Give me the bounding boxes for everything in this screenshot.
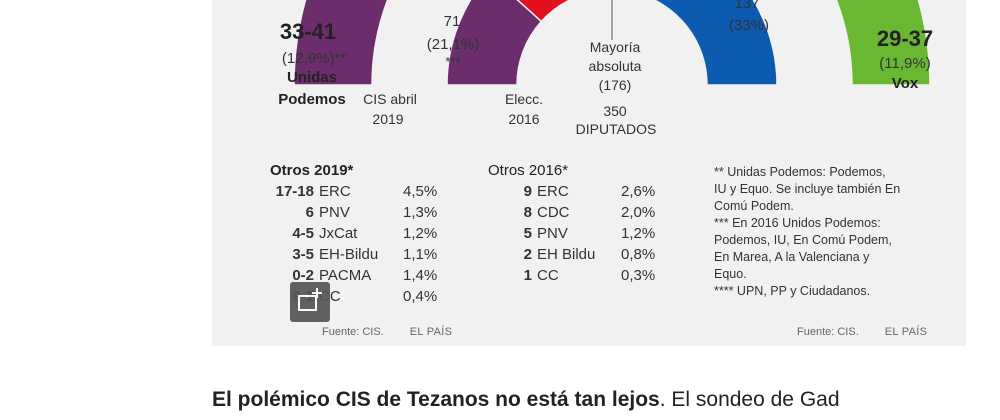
- others-2016-party: CC: [537, 267, 559, 284]
- footnote-line: Podemos, IU, En Comú Podem,: [714, 233, 892, 247]
- label-name: Podemos: [278, 91, 346, 108]
- paragraph-bold: El polémico CIS de Tezanos no está tan l…: [212, 388, 660, 411]
- others-2016-party: CDC: [537, 204, 570, 221]
- others-2019-table: Otros 2019* 17-18 ERC 4,5% 6 PNV 1,3% 4-5 JxCat…: [270, 162, 449, 307]
- others-2019-pct: 1,3%: [403, 204, 438, 221]
- source-label: Fuente: CIS.: [797, 326, 859, 338]
- source-left: Fuente: CIS. EL PAÍS: [322, 326, 452, 338]
- chart-card: 33-41 (12,9%)** Unidas Podemos 71 (21,1%) *** 1…: [212, 0, 966, 346]
- expand-image-button[interactable]: [290, 282, 330, 322]
- label-pct: (11,9%): [879, 55, 930, 72]
- label-pct: (33%): [729, 17, 769, 34]
- others-2016-seats: 1: [523, 267, 532, 284]
- others-2019-row: 3-5 EH-Bildu 1,1%: [270, 244, 449, 265]
- outer-segment-podemos: [293, 0, 389, 86]
- source-brand: EL PAÍS: [884, 326, 928, 338]
- others-2019-row: 17-18 ERC 4,5%: [270, 181, 449, 202]
- inner-segment-pp: [652, 0, 778, 86]
- others-2019-party: JxCat: [319, 225, 358, 242]
- source-right: Fuente: CIS. EL PAÍS: [797, 326, 927, 338]
- inner-segment-psoe: [516, 0, 572, 23]
- others-2019-party: ERC: [319, 183, 351, 200]
- footnote-line: En Marea, A la Valenciana y: [714, 250, 870, 264]
- article-paragraph: El polémico CIS de Tezanos no está tan l…: [212, 388, 840, 412]
- label-name: Vox: [892, 75, 919, 92]
- others-2016-pct: 2,0%: [621, 204, 656, 221]
- others-2019-row: 6 PNV 1,3%: [270, 202, 449, 223]
- footnote-line: **** UPN, PP y Ciudadanos.: [714, 284, 871, 298]
- others-2019-title: Otros 2019*: [270, 162, 354, 179]
- others-2019-pct: 1,4%: [403, 267, 438, 284]
- label-seats: 29-37: [877, 26, 933, 51]
- outer-ring-label: CIS abril: [363, 91, 417, 107]
- others-2016-pct: 0,8%: [621, 246, 656, 263]
- majority-label: absoluta: [589, 58, 642, 74]
- footnote-line: Comú Podem.: [714, 199, 794, 213]
- inner-ring-label: 2016: [508, 111, 539, 127]
- others-2019-party: CC: [319, 286, 403, 307]
- label-seats: 137: [734, 0, 759, 12]
- inner-segment-podemos: [446, 0, 543, 86]
- others-2019-seats: 0-2: [292, 267, 314, 284]
- others-2016-row: 5 PNV 1,2%: [488, 223, 667, 244]
- others-2016-seats: 5: [523, 225, 532, 242]
- others-2019-seats: 6: [305, 204, 314, 221]
- others-2019-seats: 4-5: [292, 225, 314, 242]
- others-2016-title: Otros 2016*: [488, 162, 569, 179]
- majority-label: Mayoría: [590, 39, 641, 55]
- label-pct: (12,9%)**: [282, 50, 346, 67]
- source-label: Fuente: CIS.: [322, 326, 384, 338]
- others-2016-party: EH Bildu: [537, 246, 596, 263]
- others-2019-seats: 3-5: [292, 246, 314, 263]
- majority-label: (176): [599, 77, 632, 93]
- outer-ring-label: 2019: [372, 111, 403, 127]
- others-2016-pct: 0,3%: [621, 267, 656, 284]
- label-seats: 33-41: [280, 19, 336, 44]
- others-2019-pct: 4,5%: [403, 183, 438, 200]
- others-2016-table: Otros 2016* 9 ERC 2,6% 8 CDC 2,0% 5 PNV 1,2% 2 EH …: [488, 162, 667, 286]
- footnote-line: IU y Equo. Se incluye también En: [714, 182, 901, 196]
- others-2019-party: PACMA: [319, 267, 372, 284]
- expand-icon: [298, 288, 322, 311]
- others-2016-pct: 1,2%: [621, 225, 656, 242]
- outer-segment-vox: [835, 0, 931, 86]
- others-2019-row: 0-2 PACMA 1,4%: [270, 265, 449, 286]
- label-seats: 71: [444, 13, 461, 30]
- others-2019-pct: 1,1%: [403, 246, 438, 263]
- label-name: Unidas: [287, 69, 337, 86]
- footnotes: ** Unidas Podemos: Podemos, IU y Equo. Se…: [714, 164, 954, 300]
- others-2016-row: 9 ERC 2,6%: [488, 181, 667, 202]
- others-2016-party: PNV: [537, 225, 568, 242]
- others-2019-pct: 0,4%: [403, 288, 438, 305]
- source-brand: EL PAÍS: [409, 326, 453, 338]
- others-2016-row: 1 CC 0,3%: [488, 265, 667, 286]
- footnote-line: *** En 2016 Unidos Podemos:: [714, 216, 881, 230]
- others-2019-seats: 17-18: [275, 183, 314, 200]
- others-2016-party: ERC: [537, 183, 569, 200]
- others-2016-seats: 8: [523, 204, 532, 221]
- others-2016-pct: 2,6%: [621, 183, 656, 200]
- others-2019-party: PNV: [319, 204, 350, 221]
- label-name: ***: [445, 54, 460, 69]
- others-2016-seats: 9: [523, 183, 532, 200]
- paragraph-rest: . El sondeo de Gad: [659, 388, 840, 411]
- label-pct: (21,1%): [427, 36, 480, 53]
- others-2016-row: 2 EH Bildu 0,8%: [488, 244, 667, 265]
- others-2019-party: EH-Bildu: [319, 246, 379, 263]
- others-2019-pct: 1,2%: [403, 225, 438, 242]
- others-2016-row: 8 CDC 2,0%: [488, 202, 667, 223]
- total-seats-label: 350: [603, 103, 627, 119]
- others-2016-seats: 2: [523, 246, 532, 263]
- semicircle-chart: 33-41 (12,9%)** Unidas Podemos 71 (21,1%)*** 1…: [278, 0, 933, 137]
- footnote-line: Equo.: [714, 267, 747, 281]
- others-2019-row: 4-5 JxCat 1,2%: [270, 223, 449, 244]
- footnote-line: ** Unidas Podemos: Podemos,: [714, 165, 886, 179]
- inner-ring-label: Elecc.: [505, 91, 543, 107]
- total-seats-sublabel: DIPUTADOS: [576, 121, 657, 137]
